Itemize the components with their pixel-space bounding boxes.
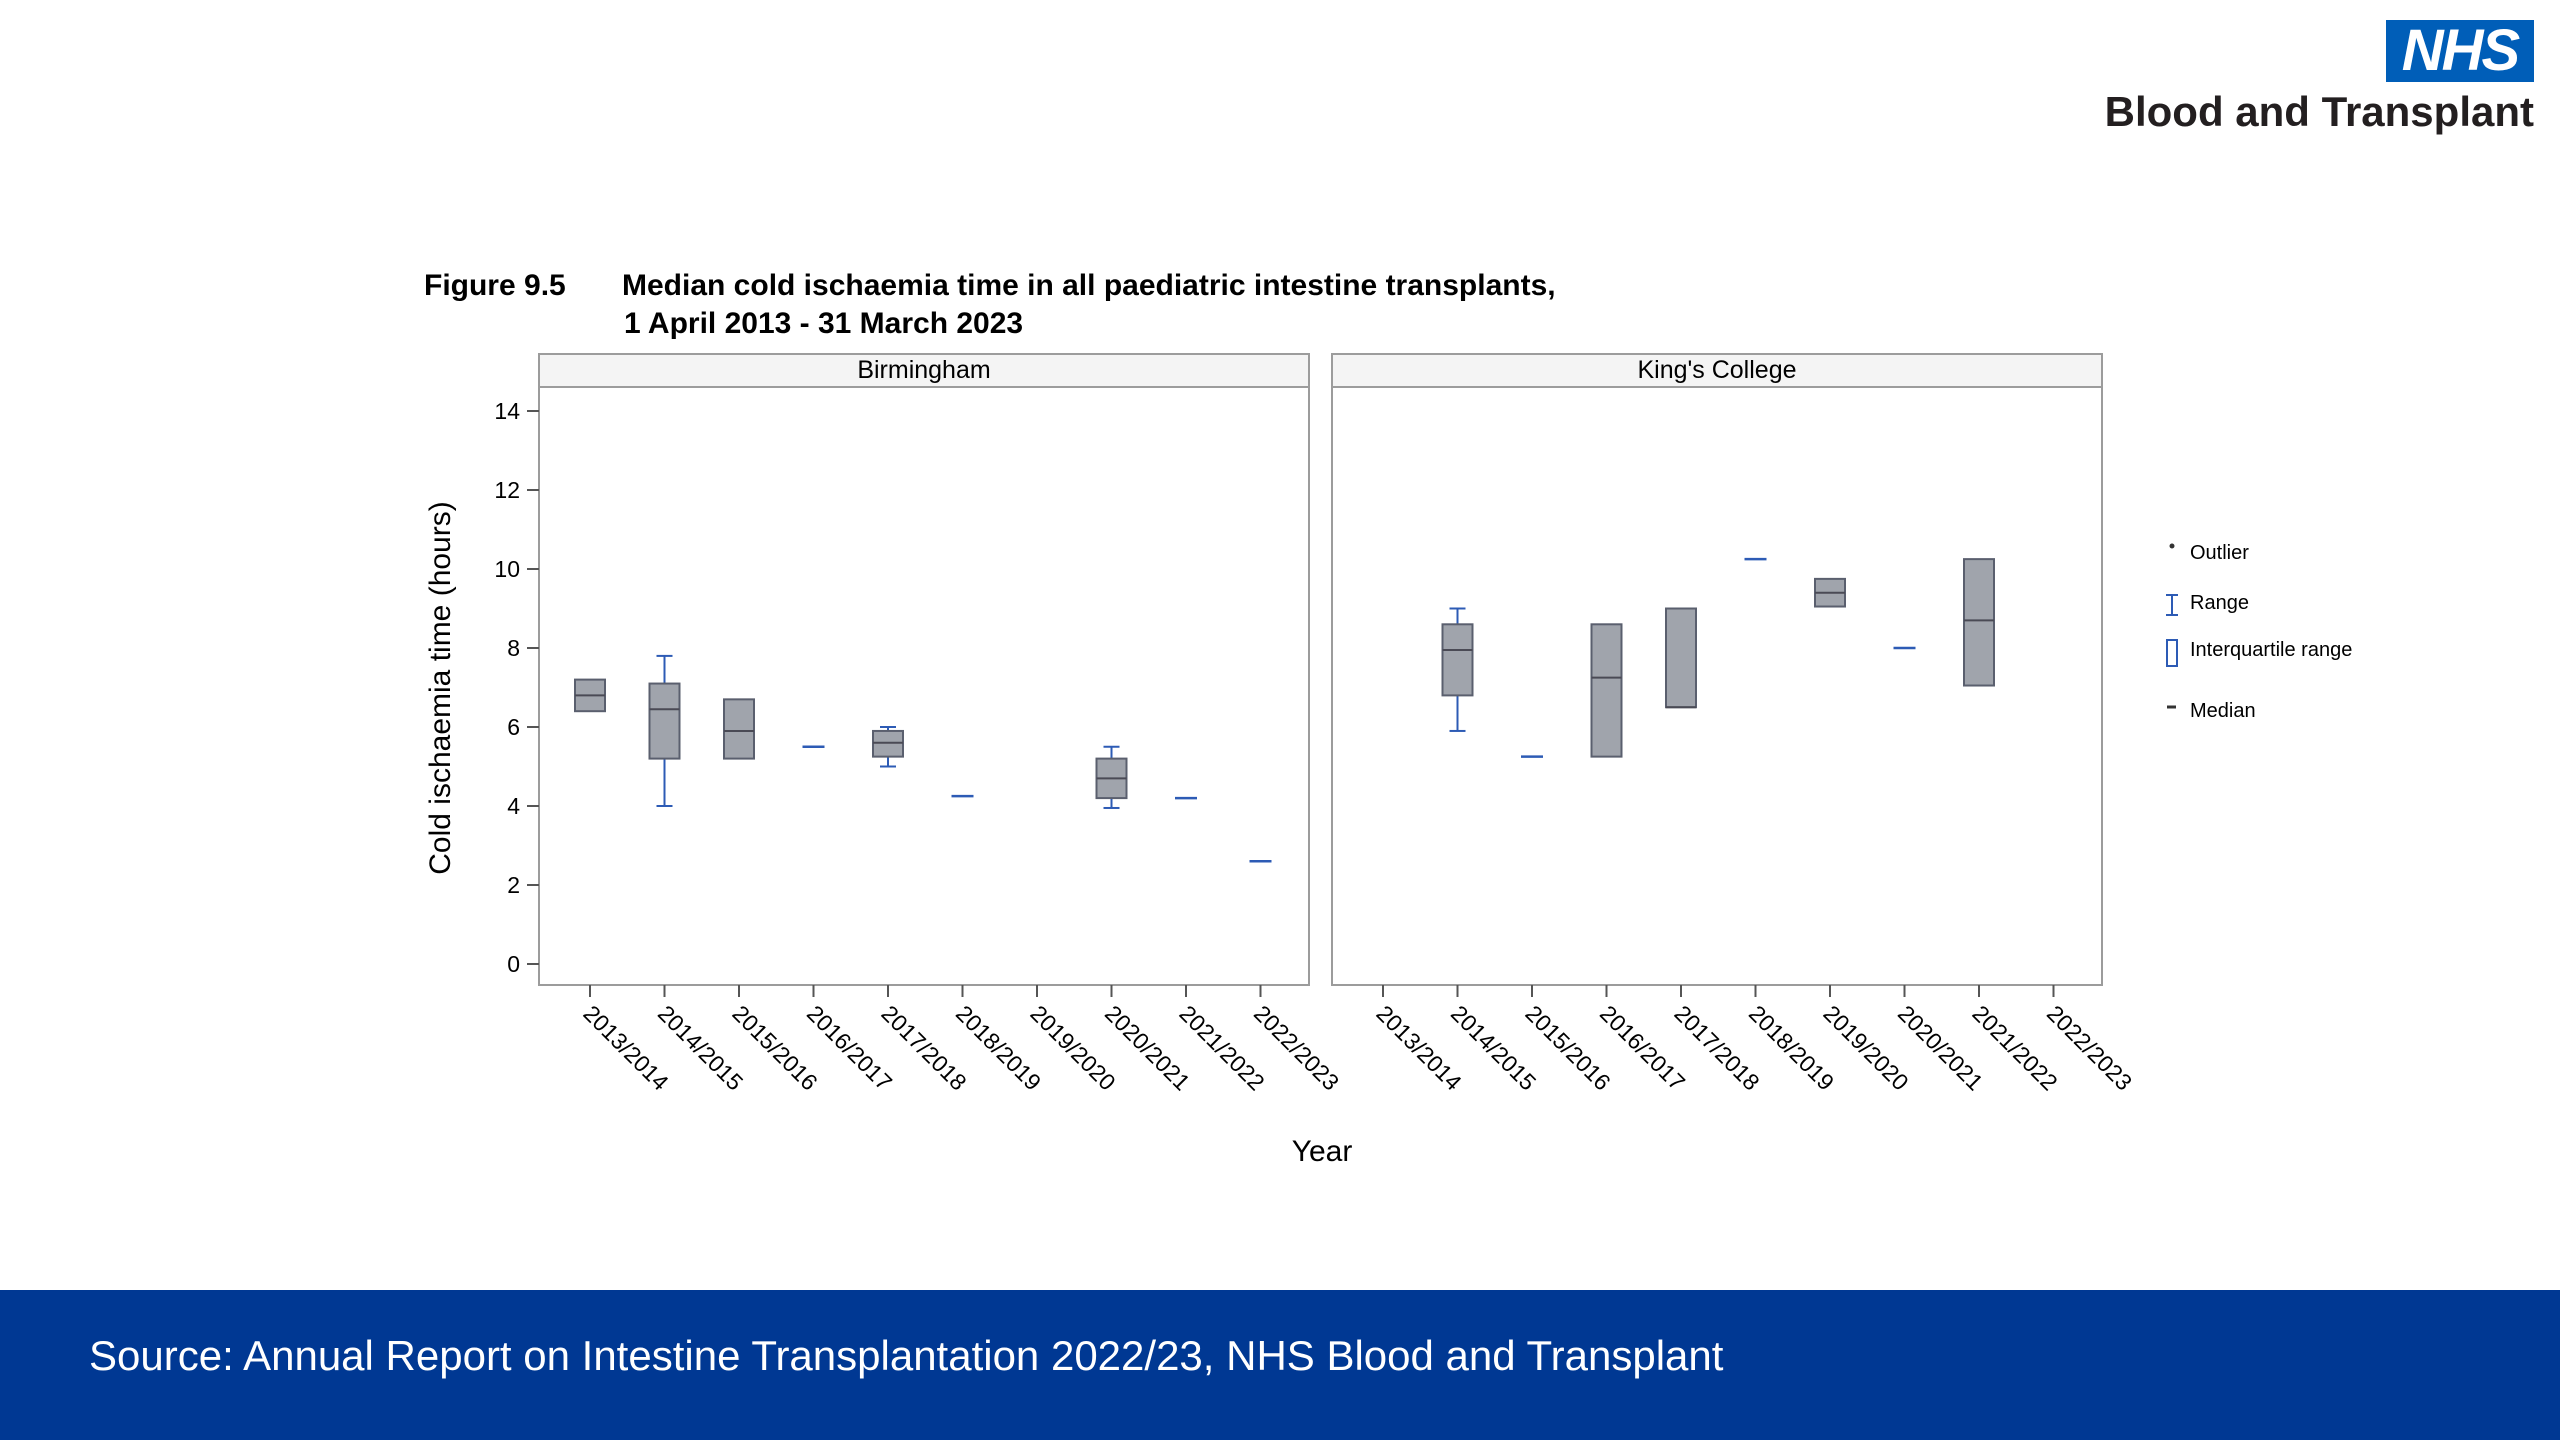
panel-birmingham: Birmingham024681012142013/20142014/20152… (494, 353, 1344, 1096)
legend-label-median: Median (2190, 700, 2256, 722)
box-2014-2015 (1441, 607, 1474, 732)
y-axis-label: Cold ischaemia time (hours) (424, 501, 457, 874)
source-text: Source: Annual Report on Intestine Trans… (89, 1332, 1724, 1379)
chart-title-line2: 1 April 2013 - 31 March 2023 (624, 307, 1023, 340)
panel-king-s-college: King's College2013/20142014/20152015/201… (1331, 353, 2137, 1096)
box-2015-2016 (723, 698, 755, 760)
y-tick-label: 10 (494, 556, 520, 582)
y-tick-label: 2 (507, 872, 520, 898)
nhs-badge: NHS (2386, 20, 2534, 82)
x-axis-label: Year (1292, 1135, 1353, 1168)
figure-label: Figure 9.5 (424, 269, 566, 302)
box-2019-2020 (1814, 577, 1846, 608)
box-2017-2018 (872, 726, 904, 768)
box-plot-chart: Figure 9.5 Median cold ischaemia time in… (424, 269, 2352, 1168)
iqr-box (1665, 607, 1697, 709)
box-2013-2014 (574, 678, 606, 713)
box-2014-2015 (648, 654, 681, 807)
chart-area: Figure 9.5 Median cold ischaemia time in… (424, 269, 2352, 1168)
logo-subtitle: Blood and Transplant (2104, 88, 2534, 135)
legend-label-range: Range (2190, 592, 2249, 614)
y-tick-label: 0 (507, 951, 520, 977)
nhs-bt-logo: NHS Blood and Transplant (2105, 20, 2534, 140)
legend-label-outlier: Outlier (2190, 542, 2249, 564)
y-tick-label: 6 (507, 714, 520, 740)
iqr-box (1441, 623, 1474, 697)
y-tick-label: 4 (507, 793, 520, 819)
y-tick-label: 12 (494, 477, 520, 503)
y-tick-label: 8 (507, 635, 520, 661)
panel-strip (538, 353, 1310, 388)
legend-label-iqr: Interquartile range (2190, 639, 2352, 661)
y-tick-label: 14 (494, 398, 520, 424)
iqr-box (1963, 558, 1995, 687)
box-2020-2021 (1095, 745, 1128, 809)
plot-layer: Birmingham024681012142013/20142014/20152… (494, 353, 2352, 1096)
chart-title-line1: Median cold ischaemia time in all paedia… (622, 269, 1556, 302)
box-2016-2017 (1590, 623, 1623, 758)
legend-iqr-symbol (2166, 639, 2178, 667)
box-2021-2022 (1963, 558, 1995, 687)
source-footer: Source: Annual Report on Intestine Trans… (0, 1290, 2560, 1440)
legend: Outlier Range Interquartile range Median (2166, 542, 2352, 722)
legend-outlier-symbol (2169, 543, 2175, 549)
iqr-box (723, 698, 755, 760)
panel-title: Birmingham (857, 356, 990, 384)
box-2017-2018 (1665, 607, 1697, 709)
nhs-badge-text: NHS (2401, 18, 2520, 83)
iqr-box (1590, 623, 1623, 758)
iqr-box (648, 682, 681, 760)
panel-title: King's College (1637, 356, 1796, 384)
